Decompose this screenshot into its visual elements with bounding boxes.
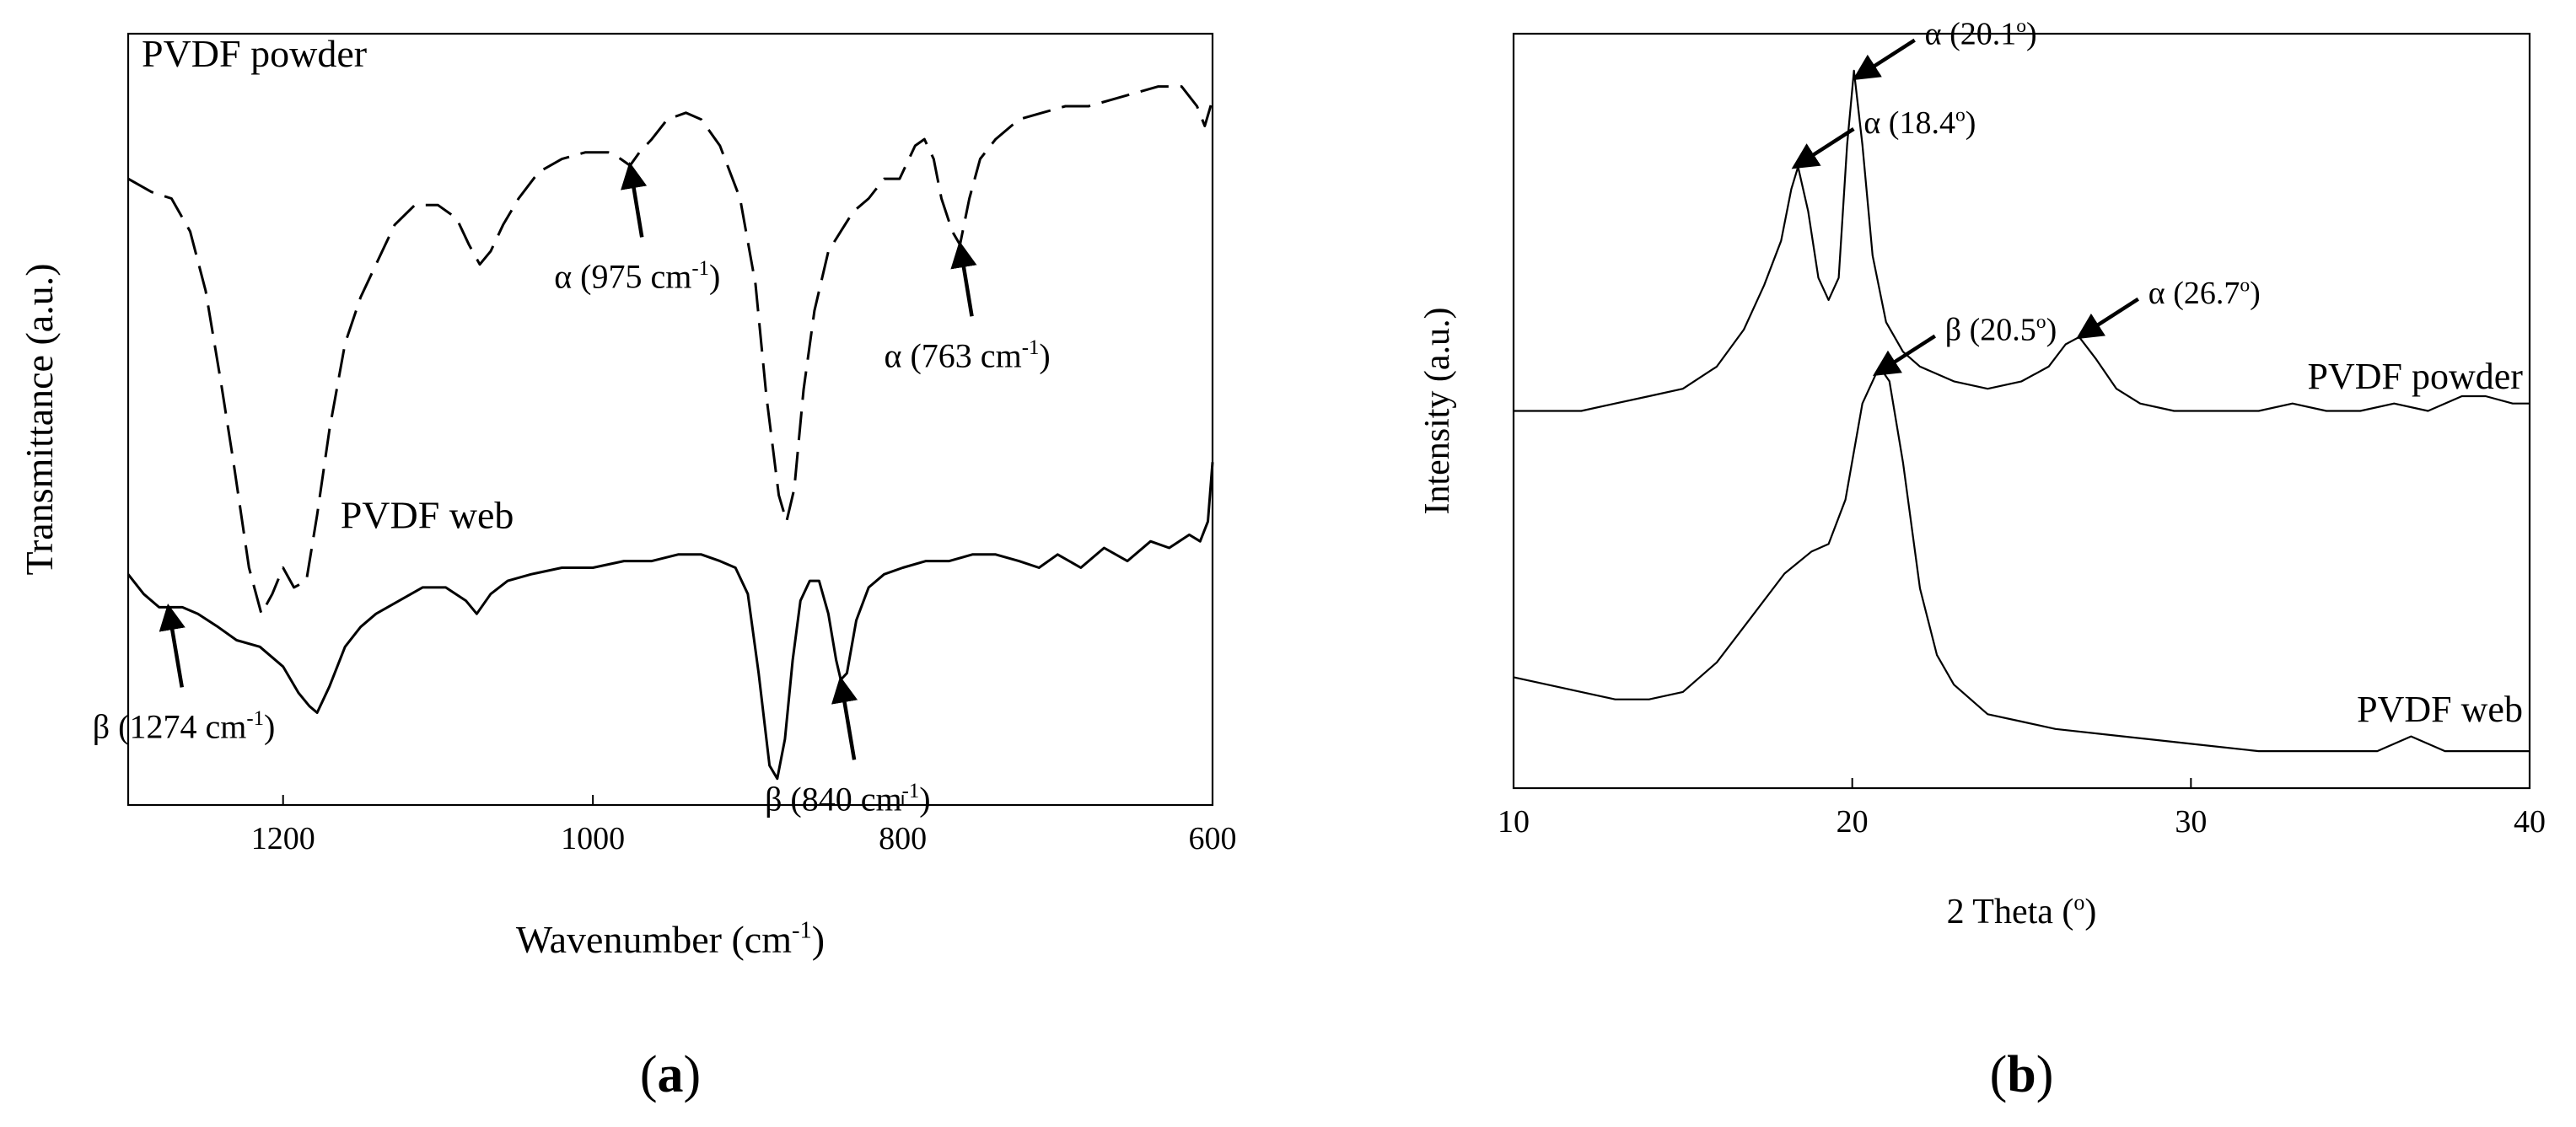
y-axis-label: Transmittance (a.u.): [18, 263, 61, 575]
x-tick-label: 30: [2175, 804, 2207, 840]
annotation-arrow: [621, 161, 648, 238]
series-label: PVDF powder: [142, 32, 367, 75]
x-axis-label: 2 Theta (o): [1947, 890, 2097, 931]
x-tick-label: 20: [1837, 804, 1869, 840]
annotation-arrow: [1791, 127, 1855, 169]
annotation-label: α (20.1o): [1925, 15, 2037, 51]
series-label: PVDF web: [341, 494, 514, 537]
y-axis-label: Intensity (a.u.): [1418, 307, 1457, 514]
plot-frame: [126, 32, 1214, 807]
series-line-pvdf-web: [1513, 365, 2530, 753]
annotation-label: α (26.7o): [2148, 274, 2261, 310]
annotation-arrow: [159, 603, 186, 688]
plot-frame: [1512, 32, 2531, 790]
x-tick-label: 800: [879, 821, 927, 856]
annotation-arrow: [950, 240, 977, 317]
annotation-label: β (1274 cm-1): [93, 707, 276, 745]
annotation-label: α (975 cm-1): [554, 257, 720, 295]
panel-b: 10 20 30 40 2 Theta (o) Intensity (a.u.) PVDF …: [1418, 15, 2546, 1103]
annotation-label: β (20.5o): [1945, 311, 2057, 347]
x-tick-label: 40: [2514, 804, 2546, 840]
annotation-label: α (763 cm-1): [885, 336, 1051, 374]
annotation-arrow: [831, 675, 858, 760]
panel-a: 1200 1000 800 600 Wavenumber (cm-1) Transmitt…: [18, 32, 1237, 1103]
x-tick-label: 1000: [561, 821, 625, 856]
series-line-pvdf-web: [126, 462, 1214, 781]
annotation-arrow: [2075, 297, 2140, 340]
annotation-arrow: [1872, 334, 1937, 377]
annotation-label: α (18.4o): [1863, 105, 1976, 141]
annotation-label: β (840 cm-1): [765, 780, 931, 818]
series-label: PVDF powder: [2308, 356, 2524, 397]
x-axis-label: Wavenumber (cm-1): [516, 918, 825, 961]
x-tick-label: 600: [1189, 821, 1237, 856]
annotation-arrow: [1852, 38, 1916, 81]
x-tick-label: 10: [1498, 804, 1530, 840]
x-tick-label: 1200: [251, 821, 315, 856]
series-line-pvdf-powder: [1514, 69, 2530, 412]
panel-label: (b): [1990, 1046, 2054, 1103]
panel-label: (a): [640, 1046, 701, 1103]
series-line-pvdf-powder: [127, 85, 1214, 615]
series-label: PVDF web: [2357, 689, 2523, 730]
